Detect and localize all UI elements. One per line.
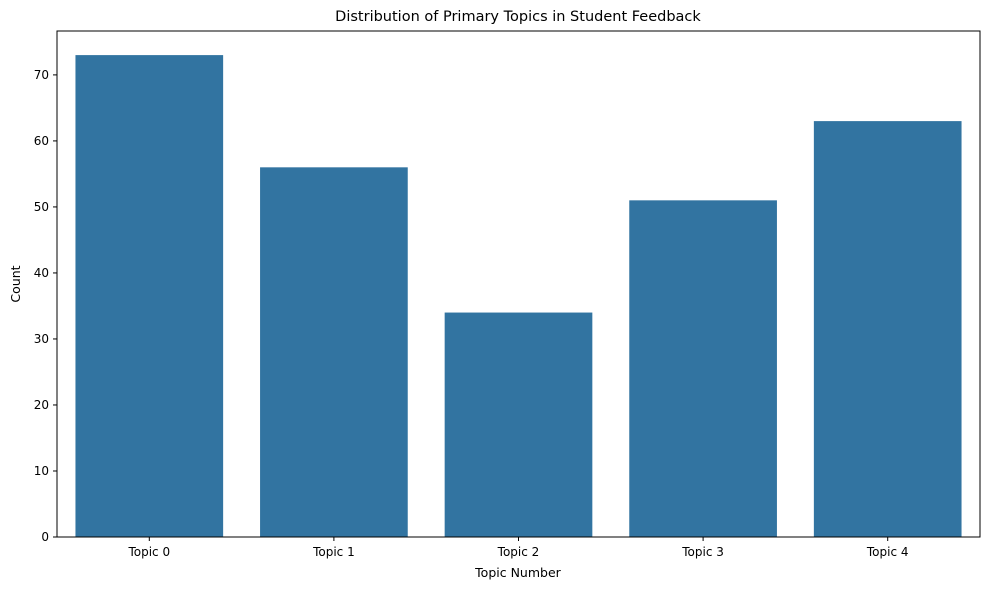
x-tick-label: Topic 3 [681, 545, 724, 559]
bar-topic-4 [813, 121, 962, 538]
plot-frame [56, 30, 981, 538]
bar-topic-2 [444, 312, 593, 537]
y-tick-label: 40 [34, 266, 49, 280]
y-tick-label: 0 [41, 530, 49, 544]
bar-topic-0 [75, 55, 224, 537]
x-axis-ticks: Topic 0 Topic 1 Topic 2 Topic 3 Topic 4 [127, 537, 909, 559]
y-tick-label: 30 [34, 332, 49, 346]
x-axis-label: Topic Number [474, 565, 561, 580]
x-tick-label: Topic 4 [866, 545, 909, 559]
x-tick-label: Topic 1 [312, 545, 355, 559]
x-tick-label: Topic 2 [497, 545, 540, 559]
bars-group [75, 55, 962, 538]
y-tick-label: 10 [34, 464, 49, 478]
y-tick-label: 60 [34, 134, 49, 148]
y-tick-label: 70 [34, 68, 49, 82]
chart-title: Distribution of Primary Topics in Studen… [335, 9, 701, 25]
y-tick-label: 50 [34, 200, 49, 214]
y-axis-label: Count [8, 265, 23, 302]
x-tick-label: Topic 0 [127, 545, 170, 559]
y-tick-label: 20 [34, 398, 49, 412]
bar-topic-3 [629, 200, 777, 537]
bar-topic-1 [260, 167, 408, 537]
y-axis-ticks: 0 10 20 30 40 50 60 70 [34, 68, 57, 544]
